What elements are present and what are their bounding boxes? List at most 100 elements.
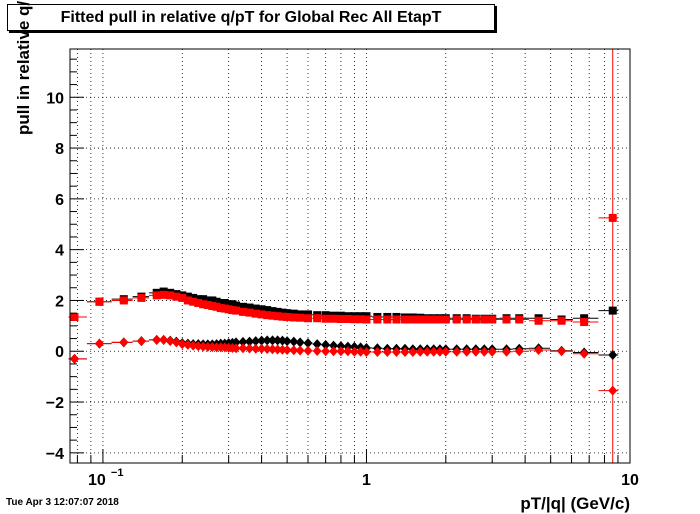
diamond-marker bbox=[257, 335, 267, 346]
square-marker bbox=[257, 305, 266, 314]
square-marker bbox=[178, 293, 187, 302]
square-marker bbox=[423, 315, 432, 324]
square-marker bbox=[263, 311, 272, 320]
diamond-marker bbox=[471, 346, 481, 357]
square-marker bbox=[245, 303, 254, 312]
square-marker bbox=[268, 307, 277, 316]
square-marker bbox=[435, 315, 444, 324]
square-marker bbox=[408, 315, 417, 324]
square-marker bbox=[296, 313, 305, 322]
square-marker bbox=[289, 313, 298, 322]
data-markers bbox=[69, 213, 618, 396]
square-marker bbox=[273, 307, 282, 316]
x-axis-label: pT/|q| (GeV/c) bbox=[520, 494, 630, 513]
diamond-marker bbox=[177, 339, 187, 350]
square-marker bbox=[137, 293, 146, 302]
diamond-marker bbox=[312, 345, 322, 356]
diamond-marker bbox=[282, 336, 292, 347]
diamond-marker bbox=[273, 335, 283, 346]
diamond-marker bbox=[336, 346, 346, 357]
square-marker bbox=[416, 315, 425, 324]
diamond-marker bbox=[441, 346, 451, 357]
square-marker bbox=[350, 315, 359, 324]
diamond-marker bbox=[343, 346, 353, 357]
square-marker bbox=[303, 314, 312, 323]
y-tick-label: −2 bbox=[46, 395, 64, 412]
square-marker bbox=[502, 315, 511, 324]
square-marker bbox=[216, 304, 225, 313]
diamond-marker bbox=[608, 350, 618, 361]
square-marker bbox=[245, 308, 254, 317]
square-marker bbox=[283, 312, 292, 321]
square-marker bbox=[488, 315, 497, 324]
square-marker bbox=[199, 300, 208, 309]
diamond-marker bbox=[267, 335, 277, 346]
timestamp: Tue Apr 3 12:07:07 2018 bbox=[6, 497, 119, 508]
plot-frame bbox=[69, 48, 631, 464]
diamond-marker bbox=[159, 334, 169, 345]
diamond-marker bbox=[295, 337, 305, 348]
diamond-marker bbox=[119, 337, 129, 348]
diamond-marker bbox=[391, 347, 401, 358]
diamond-marker bbox=[557, 346, 567, 357]
y-axis-label: pull in relative q/pT bbox=[14, 0, 33, 135]
square-marker bbox=[373, 315, 382, 324]
diamond-marker bbox=[429, 346, 439, 357]
chart-title: Fitted pull in relative q/pT for Global … bbox=[7, 4, 495, 31]
y-tick-label: 8 bbox=[55, 141, 64, 158]
square-marker bbox=[238, 302, 247, 311]
axis-ticks bbox=[70, 58, 631, 463]
square-marker bbox=[441, 315, 450, 324]
square-marker bbox=[203, 301, 212, 310]
diamond-marker bbox=[408, 347, 418, 358]
square-marker bbox=[152, 291, 161, 300]
square-marker bbox=[392, 315, 401, 324]
square-marker bbox=[313, 314, 322, 323]
diamond-marker bbox=[282, 344, 292, 355]
square-marker bbox=[429, 315, 438, 324]
square-marker bbox=[183, 296, 192, 305]
diamond-marker bbox=[303, 338, 313, 349]
square-marker bbox=[166, 291, 175, 300]
diamond-marker bbox=[267, 344, 277, 355]
square-marker bbox=[203, 296, 212, 305]
diamond-marker bbox=[251, 343, 261, 354]
diamond-marker bbox=[462, 346, 472, 357]
square-marker bbox=[216, 298, 225, 307]
square-marker bbox=[232, 306, 241, 315]
square-marker bbox=[172, 292, 181, 301]
square-marker bbox=[534, 316, 543, 325]
square-marker bbox=[400, 315, 409, 324]
diamond-marker bbox=[165, 336, 175, 347]
diamond-marker bbox=[400, 347, 410, 358]
square-marker bbox=[238, 307, 247, 316]
diamond-marker bbox=[312, 339, 322, 350]
x-tick-label: 10 bbox=[621, 472, 639, 489]
diamond-marker bbox=[608, 385, 618, 396]
error-bars bbox=[68, 49, 619, 463]
square-marker bbox=[70, 312, 79, 321]
square-marker bbox=[268, 311, 277, 320]
diamond-marker bbox=[382, 347, 392, 358]
square-marker bbox=[608, 213, 617, 222]
square-marker bbox=[321, 314, 330, 323]
square-marker bbox=[580, 318, 589, 327]
square-marker bbox=[278, 308, 287, 317]
diamond-marker bbox=[183, 339, 193, 350]
x-tick-label-exponent: −1 bbox=[111, 467, 124, 479]
square-marker bbox=[480, 315, 489, 324]
diamond-marker bbox=[262, 335, 272, 346]
square-marker bbox=[251, 309, 260, 318]
y-tick-label: 0 bbox=[55, 344, 64, 361]
diamond-marker bbox=[152, 334, 162, 345]
diamond-marker bbox=[289, 336, 299, 347]
square-marker bbox=[251, 304, 260, 313]
diamond-marker bbox=[487, 346, 497, 357]
diamond-marker bbox=[329, 340, 339, 351]
square-marker bbox=[383, 315, 392, 324]
diamond-marker bbox=[69, 353, 79, 364]
tick-labels: −4 −2 0 2 4 6 8 10 10 −1 1 10 bbox=[46, 90, 639, 489]
diamond-marker bbox=[329, 346, 339, 357]
square-marker bbox=[263, 306, 272, 315]
